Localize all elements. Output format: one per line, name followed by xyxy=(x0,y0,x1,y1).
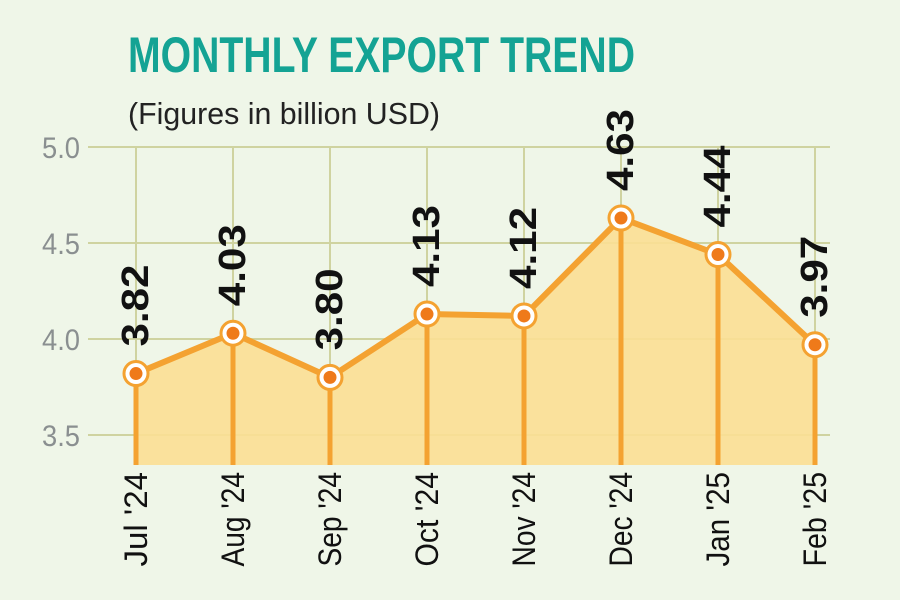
x-tick-label: Aug '24 xyxy=(215,472,251,567)
data-label: 4.44 xyxy=(697,146,739,228)
data-label: 4.12 xyxy=(503,207,545,289)
x-tick-label: Oct '24 xyxy=(409,472,445,567)
x-tick-label: Sep '24 xyxy=(312,472,348,567)
chart-subtitle: (Figures in billion USD) xyxy=(128,96,440,131)
y-tick-label: 4.5 xyxy=(42,228,80,261)
plot-area: 3.82 Jul '24 4.03 Aug '24 3.80 Sep '24 4.13 Oct… xyxy=(115,109,836,566)
chart-title: MONTHLY EXPORT TREND xyxy=(128,27,635,83)
data-point-core xyxy=(226,326,240,340)
data-point-core xyxy=(420,307,434,321)
x-tick-label: Dec '24 xyxy=(603,472,639,567)
y-tick-label: 4.0 xyxy=(42,324,80,357)
x-tick-label: Jul '24 xyxy=(118,472,154,567)
data-label: 3.97 xyxy=(794,236,836,318)
data-point-core xyxy=(614,211,628,225)
data-point-core xyxy=(517,309,531,323)
data-point-core xyxy=(129,367,143,381)
data-point-core xyxy=(711,248,725,262)
x-tick-label: Jan '25 xyxy=(700,472,736,567)
data-point-core xyxy=(808,338,822,352)
y-tick-label: 5.0 xyxy=(42,132,80,165)
series-line xyxy=(134,215,818,381)
x-tick-label: Feb '25 xyxy=(797,472,833,567)
data-label: 4.13 xyxy=(406,205,448,287)
data-label: 4.03 xyxy=(212,224,254,306)
data-label: 3.80 xyxy=(309,268,351,350)
y-tick-label: 3.5 xyxy=(42,420,80,453)
data-label: 3.82 xyxy=(115,265,157,347)
data-label: 4.63 xyxy=(600,109,642,191)
data-point-core xyxy=(323,370,337,384)
area-fill xyxy=(136,218,815,465)
x-tick-label: Nov '24 xyxy=(506,472,542,567)
